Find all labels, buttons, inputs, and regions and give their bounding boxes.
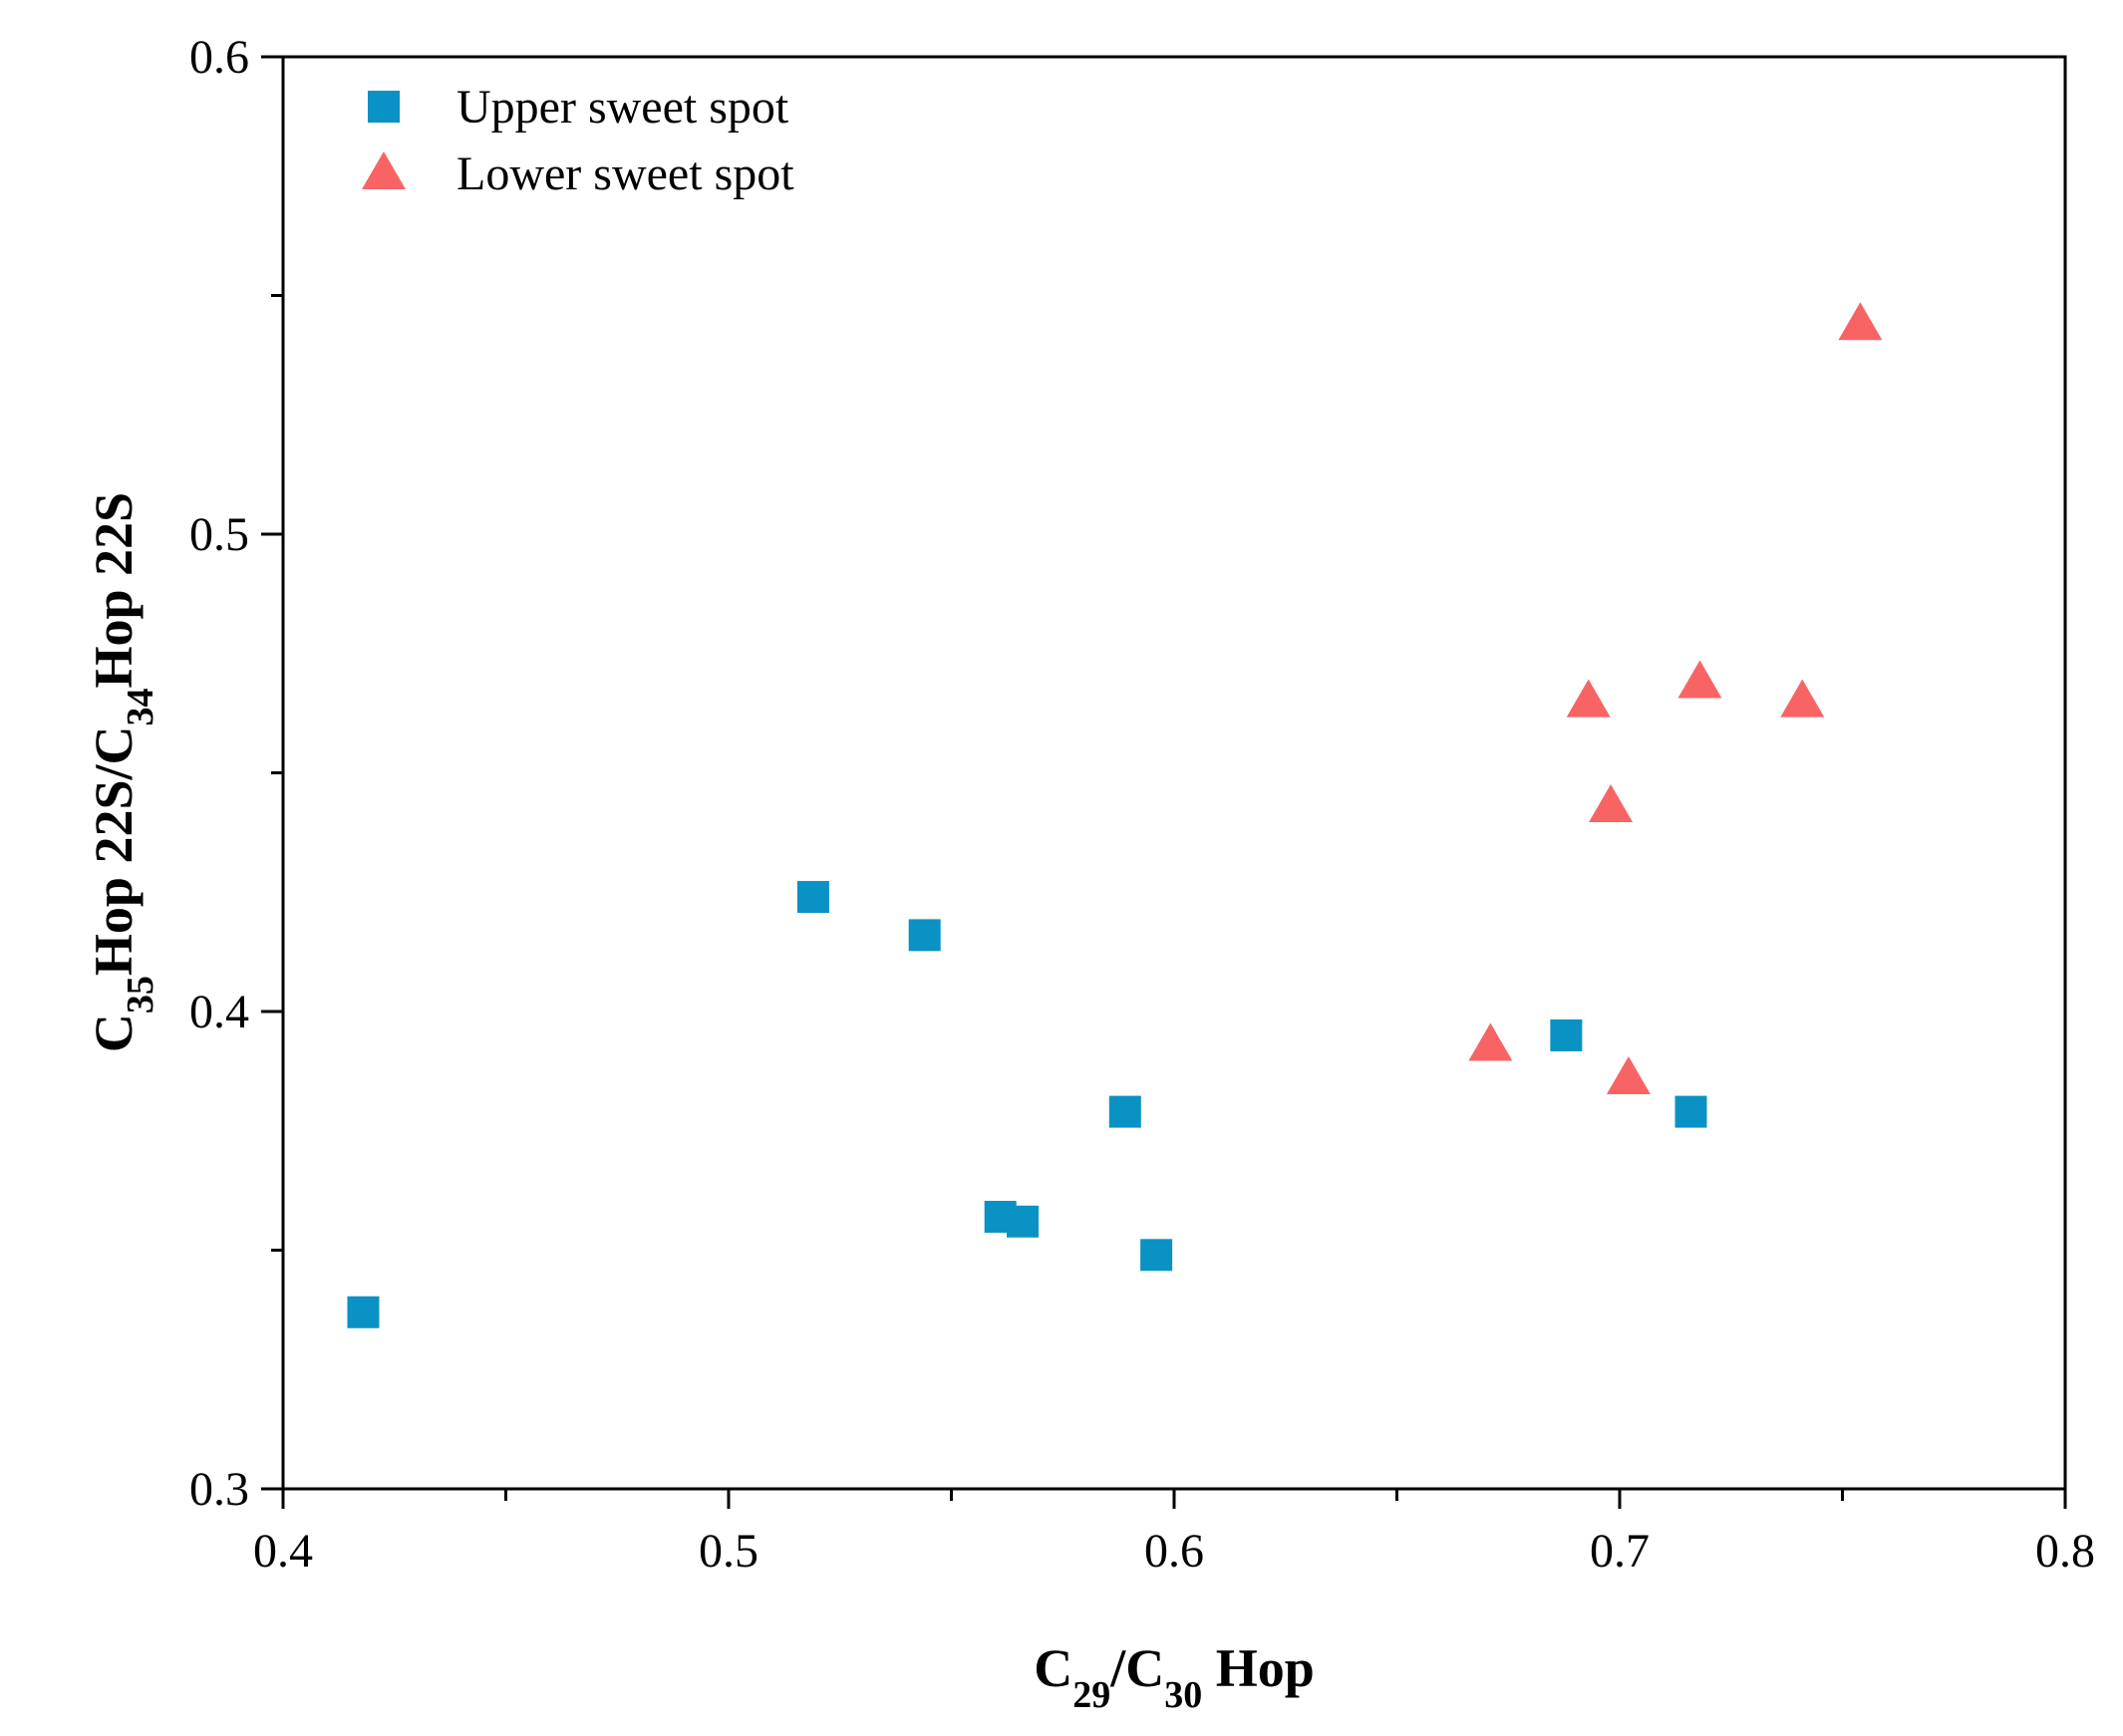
legend-label: Upper sweet spot bbox=[456, 81, 789, 134]
lower-sweet-spot-point bbox=[1566, 679, 1611, 718]
x-tick-label: 0.7 bbox=[1590, 1525, 1650, 1578]
y-tick-label: 0.3 bbox=[189, 1463, 249, 1516]
legend-triangle-icon bbox=[362, 151, 406, 189]
x-tick-label: 0.6 bbox=[1144, 1525, 1204, 1578]
plot-area bbox=[283, 57, 2065, 1489]
y-axis-title: C35Hop 22S/C34Hop 22S bbox=[84, 492, 161, 1052]
upper-sweet-spot-point bbox=[347, 1296, 380, 1328]
upper-sweet-spot-point bbox=[1007, 1205, 1040, 1238]
legend: Upper sweet spot Lower sweet spot bbox=[362, 81, 794, 200]
upper-sweet-spot-point bbox=[1108, 1095, 1141, 1128]
upper-sweet-spot-point bbox=[1140, 1239, 1173, 1272]
upper-sweet-spot-point bbox=[908, 919, 941, 952]
axis-ticks bbox=[261, 55, 2067, 1509]
axis-tick-labels: 0.4 0.5 0.6 0.7 0.80.30.40.50.6 bbox=[189, 31, 2095, 1578]
data-markers bbox=[347, 302, 1883, 1328]
upper-sweet-spot-point bbox=[796, 881, 829, 914]
upper-sweet-spot-point bbox=[1550, 1018, 1583, 1051]
lower-sweet-spot-point bbox=[1589, 784, 1634, 823]
lower-sweet-spot-point bbox=[1838, 302, 1883, 341]
plot-frame bbox=[281, 55, 2067, 1491]
y-tick-label: 0.5 bbox=[189, 508, 249, 561]
lower-sweet-spot-point bbox=[1606, 1056, 1651, 1095]
y-tick-label: 0.4 bbox=[189, 986, 249, 1038]
lower-sweet-spot-point bbox=[1468, 1022, 1513, 1061]
legend-label: Lower sweet spot bbox=[456, 147, 794, 200]
lower-sweet-spot-point bbox=[1677, 660, 1722, 699]
legend-square-icon bbox=[368, 91, 400, 123]
x-tick-label: 0.4 bbox=[253, 1525, 313, 1578]
x-axis-title: C29/C30 Hop bbox=[1034, 1638, 1315, 1716]
x-tick-label: 0.8 bbox=[2035, 1525, 2095, 1578]
lower-sweet-spot-point bbox=[1780, 679, 1825, 718]
x-tick-label: 0.5 bbox=[699, 1525, 758, 1578]
y-tick-label: 0.6 bbox=[189, 31, 249, 84]
upper-sweet-spot-point bbox=[1674, 1095, 1707, 1128]
